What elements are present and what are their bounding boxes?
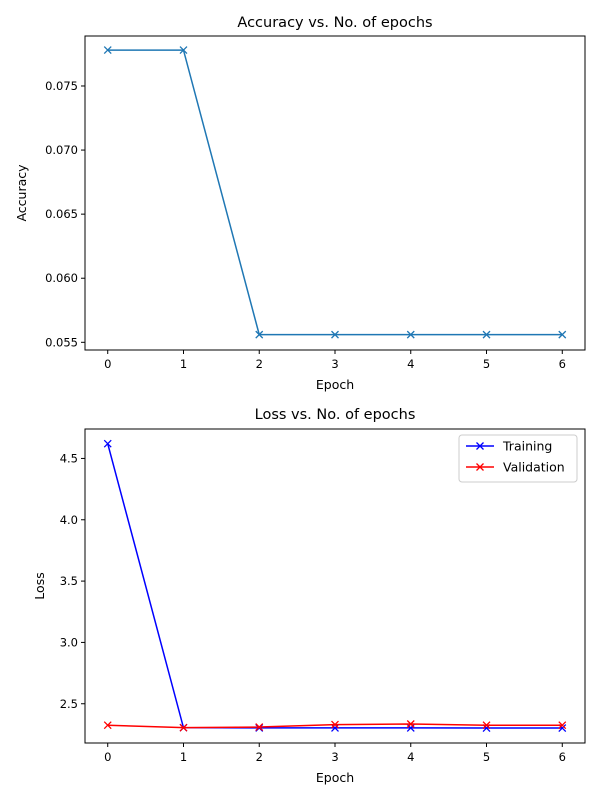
data-point-marker: [103, 721, 112, 730]
y-tick-label: 4.5: [60, 451, 78, 465]
data-point-marker: [255, 330, 264, 339]
x-tick-label: 3: [331, 750, 338, 764]
plot-area-frame: [84, 35, 586, 351]
y-tick-label: 0.075: [45, 79, 78, 93]
data-point-marker: [255, 723, 264, 732]
loss-chart: Loss vs. No. of epochs Epoch Loss 0 1 2 3 4 5…: [32, 407, 586, 785]
data-point-marker: [103, 46, 112, 55]
legend-label-training: Training: [502, 439, 552, 454]
plot-series: [103, 46, 567, 339]
data-point-marker: [482, 330, 491, 339]
plot-area-frame: [84, 428, 586, 744]
x-axis-label: Epoch: [316, 377, 354, 392]
y-axis-label: Accuracy: [14, 164, 29, 222]
x-tick-label: 5: [483, 750, 490, 764]
y-axis-label: Loss: [32, 572, 47, 599]
legend-marker-training: [476, 442, 484, 450]
data-point-marker: [179, 46, 188, 55]
plot-series: [103, 439, 567, 732]
data-point-marker: [331, 723, 339, 732]
y-tick-label: 2.5: [60, 697, 78, 711]
legend-marker-validation: [476, 463, 484, 471]
x-tick-label: 3: [331, 357, 338, 371]
x-tick-label: 1: [180, 750, 187, 764]
y-tick-label: 3.5: [60, 574, 78, 588]
x-tick-label: 2: [256, 357, 263, 371]
y-tick-label: 4.0: [60, 513, 78, 527]
data-point-marker: [103, 439, 112, 448]
chart-title: Accuracy vs. No. of epochs: [237, 15, 432, 31]
y-tick-label: 0.065: [45, 207, 78, 221]
x-tick-label: 0: [104, 357, 111, 371]
data-point-marker: [331, 330, 339, 339]
x-axis-label: Epoch: [316, 770, 354, 785]
y-tick-label: 3.0: [60, 635, 78, 649]
x-tick-label: 1: [180, 357, 187, 371]
accuracy-chart: Accuracy vs. No. of epochs Epoch Accurac…: [14, 15, 586, 392]
data-point-marker: [406, 720, 415, 728]
x-tick-label: 5: [483, 357, 490, 371]
y-tick-label: 0.070: [45, 143, 78, 157]
axis-ticks: 0 1 2 3 4 5 6 2.5 3.0 3.5 4.0 4.5: [60, 451, 566, 764]
data-point-marker: [558, 721, 567, 730]
chart-title: Loss vs. No. of epochs: [255, 407, 416, 423]
legend-label-validation: Validation: [503, 460, 565, 475]
x-tick-label: 6: [559, 750, 566, 764]
x-tick-label: 4: [407, 357, 414, 371]
x-tick-label: 6: [559, 357, 566, 371]
legend: Training Validation: [458, 434, 578, 483]
axis-ticks: 0 1 2 3 4 5 6 0.055 0.060 0.065 0.070 0.075: [45, 79, 566, 371]
y-tick-label: 0.055: [45, 335, 78, 349]
x-tick-label: 2: [256, 750, 263, 764]
data-point-marker: [482, 721, 491, 730]
y-tick-label: 0.060: [45, 271, 78, 285]
data-point-marker: [558, 330, 567, 339]
data-point-marker: [406, 330, 415, 339]
data-point-marker: [179, 723, 188, 732]
x-tick-label: 0: [104, 750, 111, 764]
data-point-marker: [331, 720, 339, 729]
x-tick-label: 4: [407, 750, 414, 764]
